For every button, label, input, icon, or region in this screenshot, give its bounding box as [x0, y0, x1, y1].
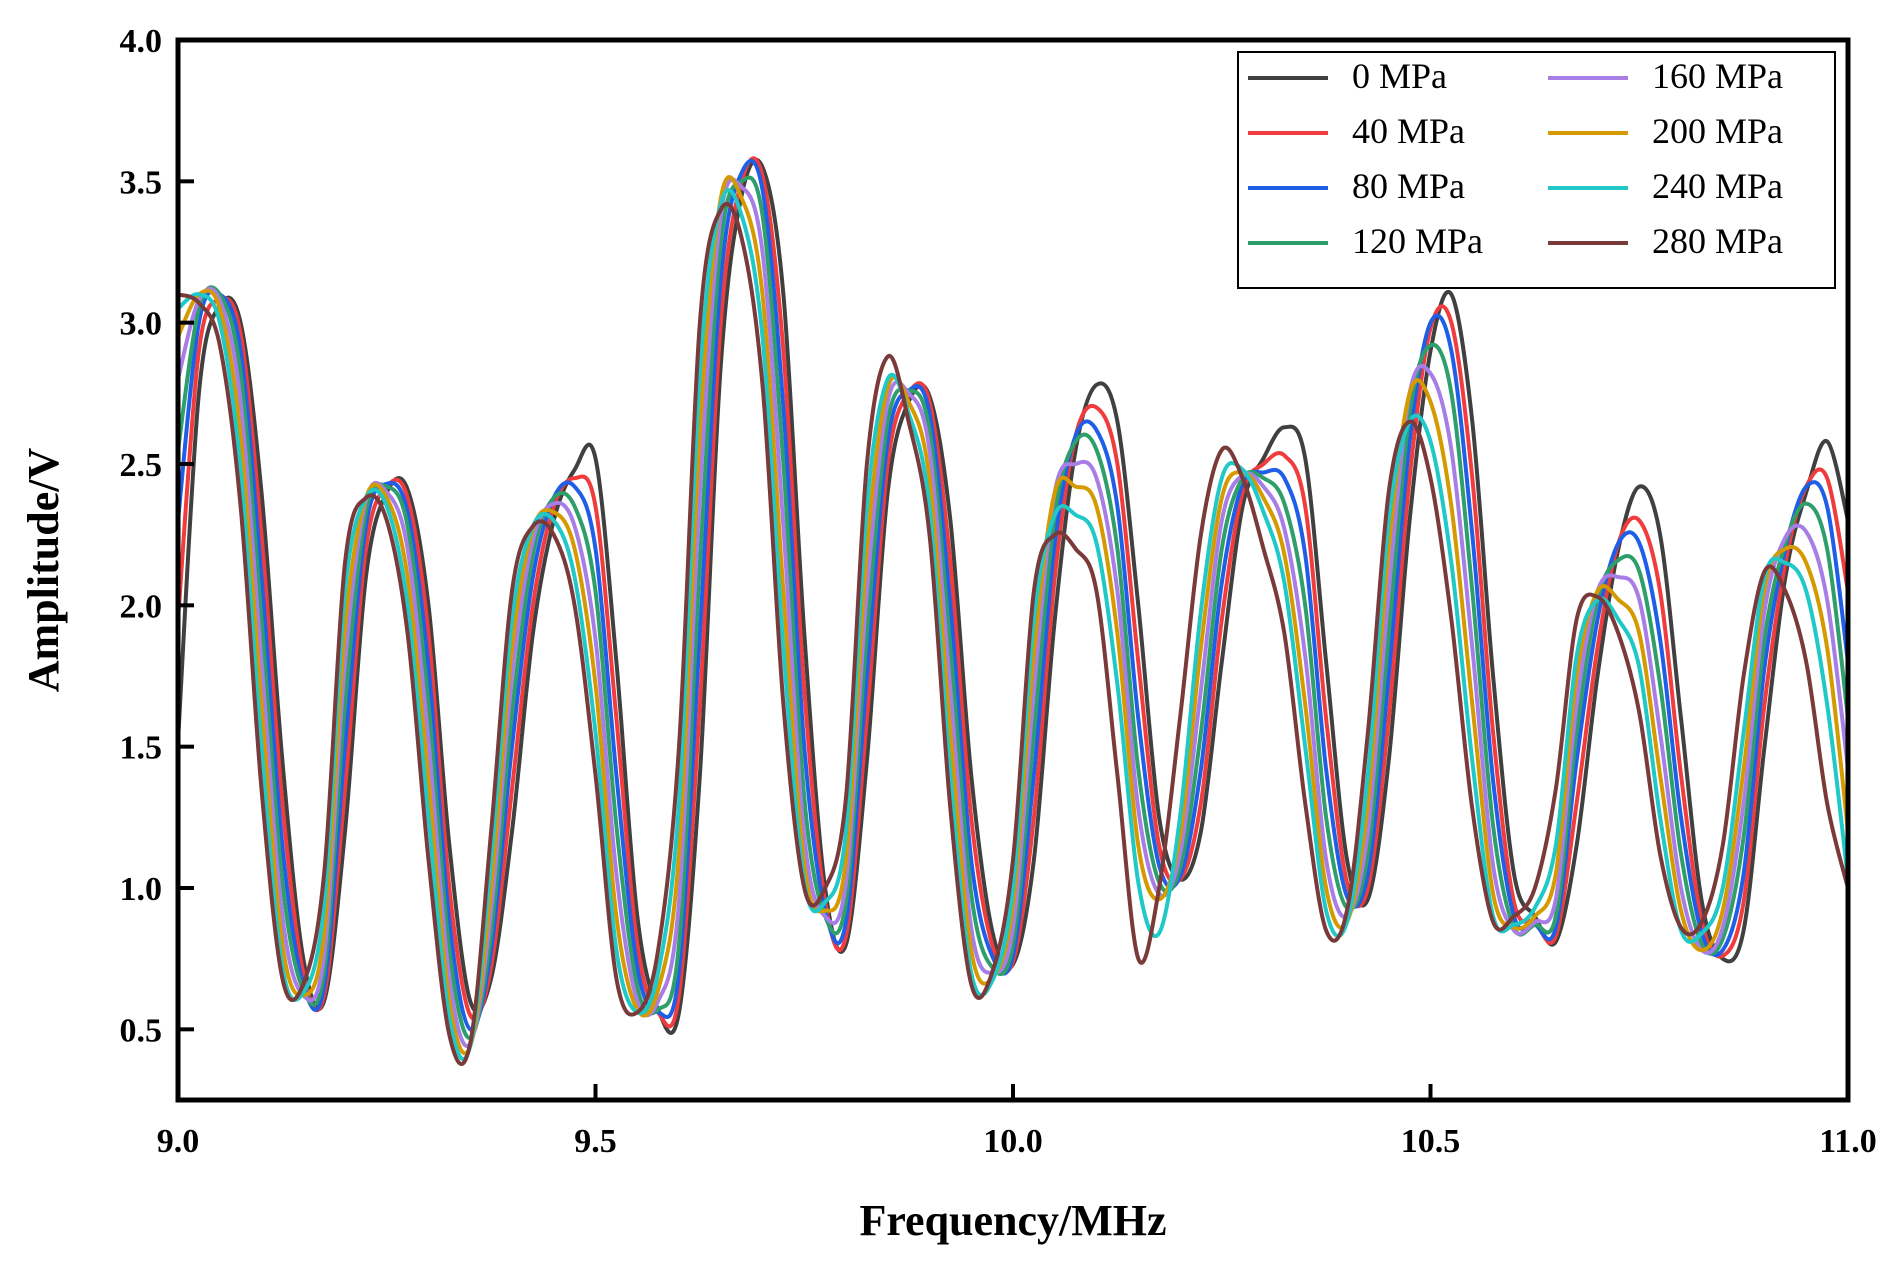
y-tick-label: 2.5 [120, 447, 163, 484]
legend-label: 0 MPa [1352, 56, 1447, 96]
legend-label: 240 MPa [1652, 166, 1783, 206]
legend-box [1237, 51, 1836, 289]
y-axis-title: Amplitude/V [19, 448, 68, 693]
series-line-120-mpa [178, 175, 1848, 1040]
x-tick-label: 9.0 [157, 1123, 200, 1160]
legend-label: 80 MPa [1352, 166, 1465, 206]
legend-label: 40 MPa [1352, 111, 1465, 151]
legend-label: 280 MPa [1652, 221, 1783, 261]
x-tick-label: 10.5 [1401, 1123, 1461, 1160]
x-axis: 9.0 9.5 10.0 10.5 11.0 [157, 1084, 1877, 1160]
legend-label: 200 MPa [1652, 111, 1783, 151]
legend-label: 160 MPa [1652, 56, 1783, 96]
series-line-80-mpa [178, 158, 1848, 1032]
series-layer [178, 156, 1848, 1066]
x-tick-label: 9.5 [574, 1123, 617, 1160]
y-tick-label: 3.0 [120, 306, 163, 343]
y-tick-label: 4.0 [120, 23, 163, 60]
x-axis-title: Frequency/MHz [859, 1196, 1166, 1245]
y-tick-label: 1.0 [120, 871, 163, 908]
y-tick-label: 3.5 [120, 164, 163, 201]
x-tick-label: 11.0 [1819, 1123, 1877, 1160]
series-line-160-mpa [178, 177, 1848, 1048]
series-line-200-mpa [178, 175, 1848, 1056]
y-tick-label: 0.5 [120, 1012, 163, 1049]
series-line-280-mpa [178, 201, 1848, 1066]
y-tick-label: 2.0 [120, 588, 163, 625]
y-axis: 0.5 1.0 1.5 2.0 2.5 3.0 3.5 4.0 [120, 23, 194, 1049]
x-tick-label: 10.0 [983, 1123, 1043, 1160]
y-tick-label: 1.5 [120, 730, 163, 767]
legend-label: 120 MPa [1352, 221, 1483, 261]
legend: 0 MPa 40 MPa 80 MPa 120 MPa 160 MPa 200 MPa 24… [1237, 51, 1836, 289]
series-line-240-mpa [178, 188, 1848, 1062]
